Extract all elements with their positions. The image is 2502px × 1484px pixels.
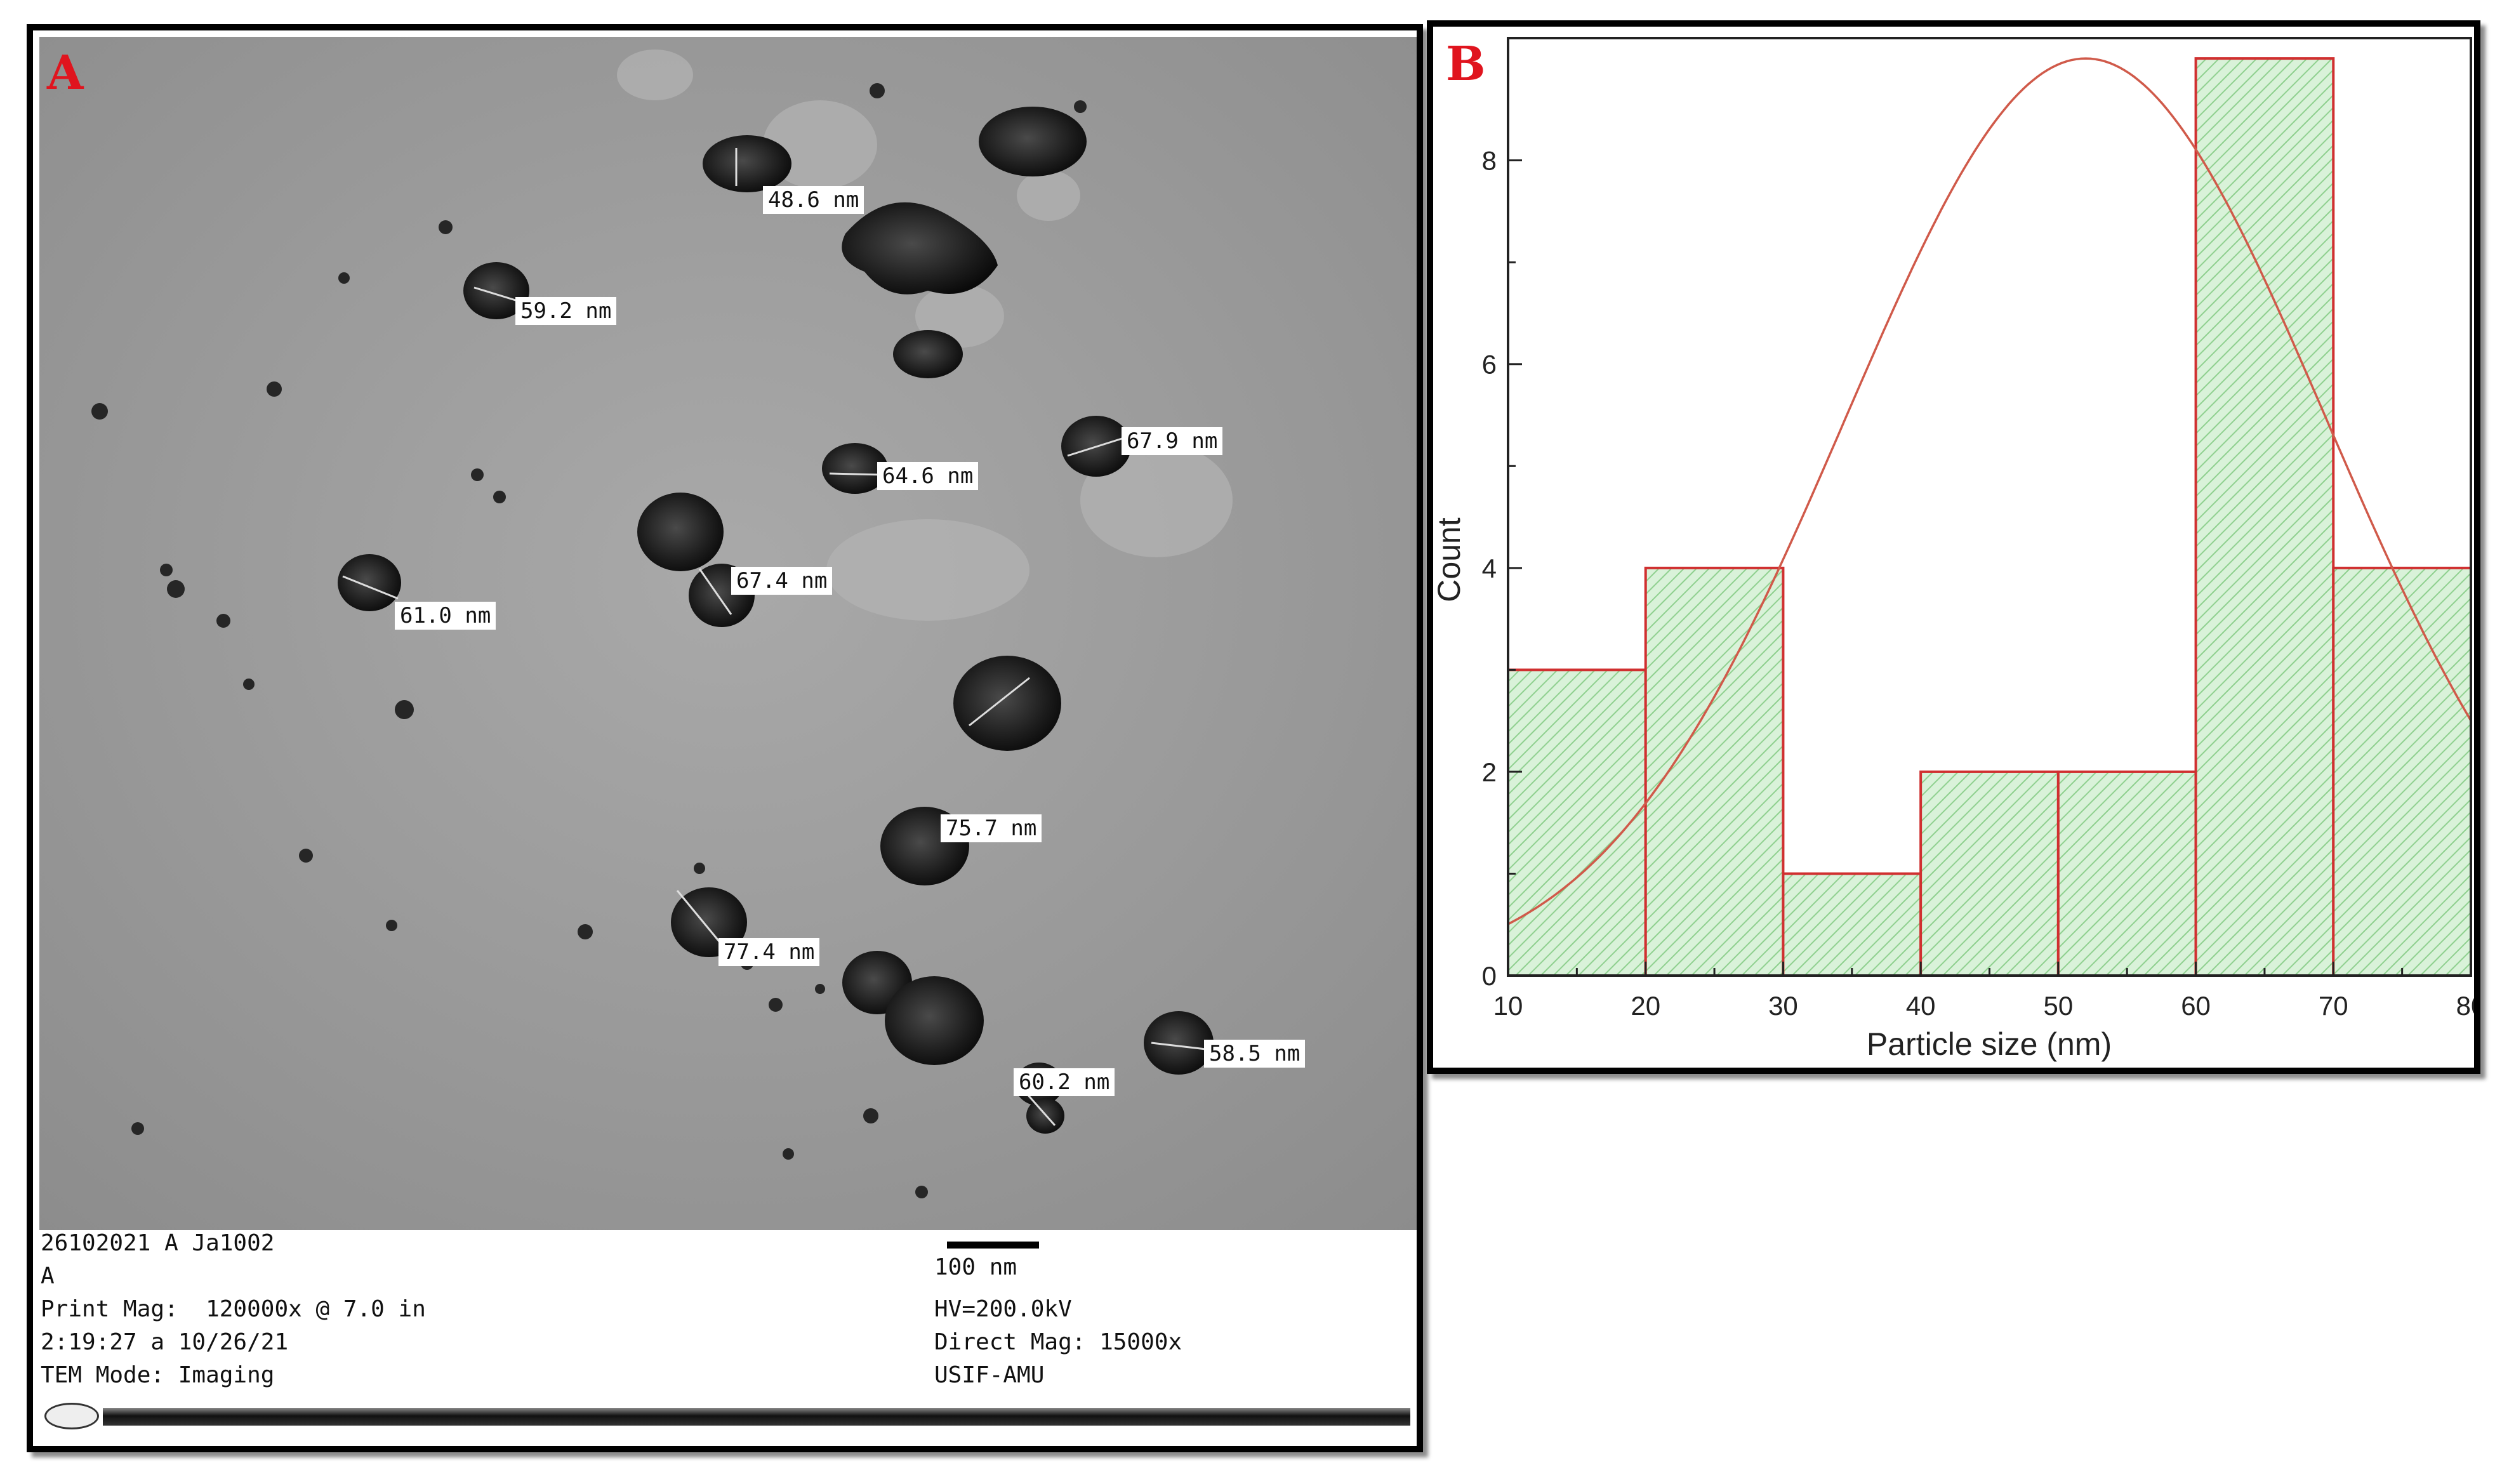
info-print-mag: Print Mag: 120000x @ 7.0 in [41,1296,426,1322]
tem-panel: A 48.6 nm 59.2 nm 64.6 nm 67.9 nm 67.4 n… [27,24,1423,1452]
facility-logo [44,1403,99,1429]
measurement-label: 61.0 nm [395,602,496,630]
measurement-label: 59.2 nm [515,297,617,325]
panel-b-letter: B [1446,37,1486,91]
measurement-label: 75.7 nm [941,814,1042,842]
histogram-bar-1 [1507,668,1647,977]
scale-bar-label: 100 nm [934,1254,1017,1280]
info-hv: HV=200.0kV [934,1296,1072,1322]
histogram-bar-4 [1919,770,2060,977]
x-axis-title: Particle size (nm) [1867,1026,2112,1062]
measurement-label: 67.9 nm [1122,427,1223,455]
info-line-a: A [41,1263,55,1289]
y-tick-label: 2 [1482,757,1497,787]
histogram-bar-7 [2332,566,2473,977]
y-tick-label: 4 [1482,553,1497,583]
histogram-bar-2 [1644,566,1785,977]
info-tem-mode: TEM Mode: Imaging [41,1362,275,1388]
scale-bar [947,1242,1039,1249]
info-facility: USIF-AMU [934,1362,1045,1388]
panel-a-letter: A [47,46,84,100]
measurement-label: 60.2 nm [1014,1068,1115,1096]
measurement-label: 48.6 nm [763,186,864,214]
info-timestamp: 2:19:27 a 10/26/21 [41,1329,289,1355]
size-distribution-histogram: 10 20 30 40 50 60 70 80 0 2 4 6 8 Count Particle siz… [1433,37,2474,1062]
y-tick-label: 0 [1482,961,1497,991]
x-tick-label: 40 [1906,991,1936,1021]
bottom-bar [103,1408,1410,1426]
measurement-label: 67.4 nm [731,567,833,595]
histogram-bar-5 [2056,770,2197,977]
histogram-panel: 10 20 30 40 50 60 70 80 0 2 4 6 8 Count Particle siz… [1427,20,2480,1074]
info-direct-mag: Direct Mag: 15000x [934,1329,1182,1355]
x-tick-label: 10 [1493,991,1523,1021]
x-tick-label: 80 [2456,991,2474,1021]
y-tick-label: 6 [1482,350,1497,380]
measurement-label: 77.4 nm [718,938,820,966]
info-sample-id: 26102021 A Ja1002 [41,1230,275,1256]
y-tick-label: 8 [1482,146,1497,176]
x-tick-label: 70 [2319,991,2348,1021]
gaussian-fit-curve [1507,57,2472,925]
measurement-label: 64.6 nm [877,462,979,490]
histogram-bar-3 [1782,872,1923,977]
x-tick-label: 20 [1631,991,1660,1021]
tem-info-area: 26102021 A Ja1002 A Print Mag: 120000x @… [39,1230,1417,1440]
x-tick-label: 30 [1768,991,1798,1021]
histogram-bar-6 [2194,57,2335,977]
measurement-label: 58.5 nm [1204,1040,1306,1068]
y-axis-title: Count [1433,517,1467,602]
x-tick-label: 50 [2043,991,2073,1021]
x-tick-label: 60 [2181,991,2211,1021]
